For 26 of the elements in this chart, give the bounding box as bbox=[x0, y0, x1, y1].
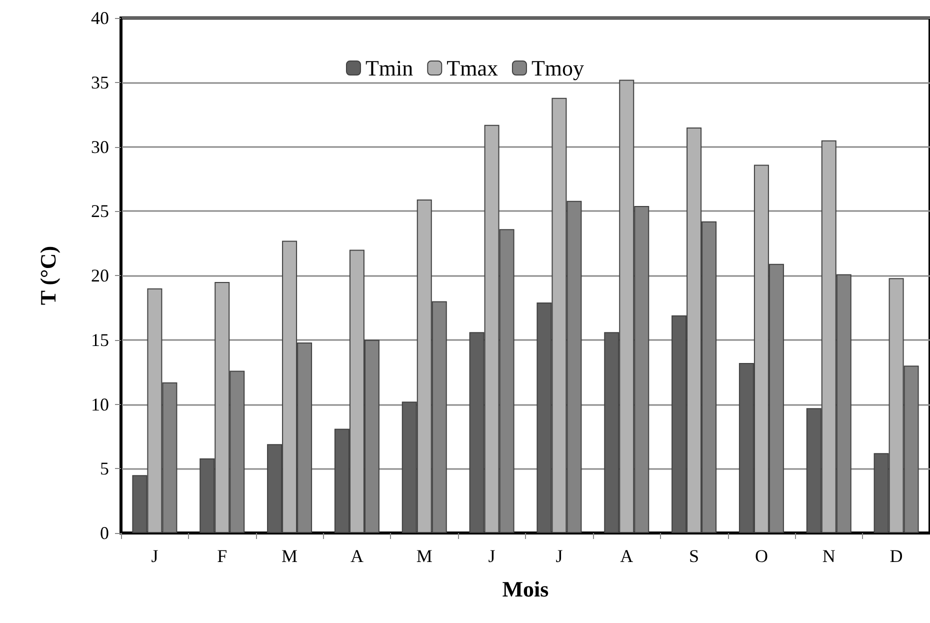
x-tick-label: M bbox=[416, 546, 432, 566]
y-tick-label: 35 bbox=[91, 72, 109, 92]
y-tick-label: 0 bbox=[100, 523, 109, 543]
y-tick-label: 40 bbox=[91, 8, 109, 28]
y-tick-label: 25 bbox=[91, 201, 109, 222]
y-axis-title: T (°C) bbox=[36, 246, 60, 306]
legend-label: Tmoy bbox=[531, 56, 584, 80]
x-axis-title: Mois bbox=[502, 576, 550, 602]
y-tick-label: 10 bbox=[91, 394, 109, 414]
x-tick-label: D bbox=[890, 546, 903, 566]
legend-label: Tmax bbox=[446, 56, 498, 80]
x-tick-label: J bbox=[488, 546, 496, 566]
x-tick-label: S bbox=[689, 546, 700, 566]
x-tick-label: J bbox=[556, 546, 563, 566]
x-tick-label: J bbox=[151, 546, 158, 566]
x-tick-label: A bbox=[620, 546, 634, 566]
x-tick-label: F bbox=[217, 546, 228, 566]
y-tick-label: 30 bbox=[91, 136, 109, 157]
y-tick-label: 20 bbox=[91, 266, 109, 286]
x-tick-label: M bbox=[282, 546, 298, 566]
y-tick-label: 5 bbox=[100, 458, 109, 479]
y-tick-label: 15 bbox=[91, 330, 109, 350]
x-tick-label: A bbox=[350, 546, 364, 566]
x-tick-label: N bbox=[822, 546, 836, 566]
x-tick-label: O bbox=[754, 546, 768, 566]
legend-label: Tmin bbox=[365, 56, 414, 80]
